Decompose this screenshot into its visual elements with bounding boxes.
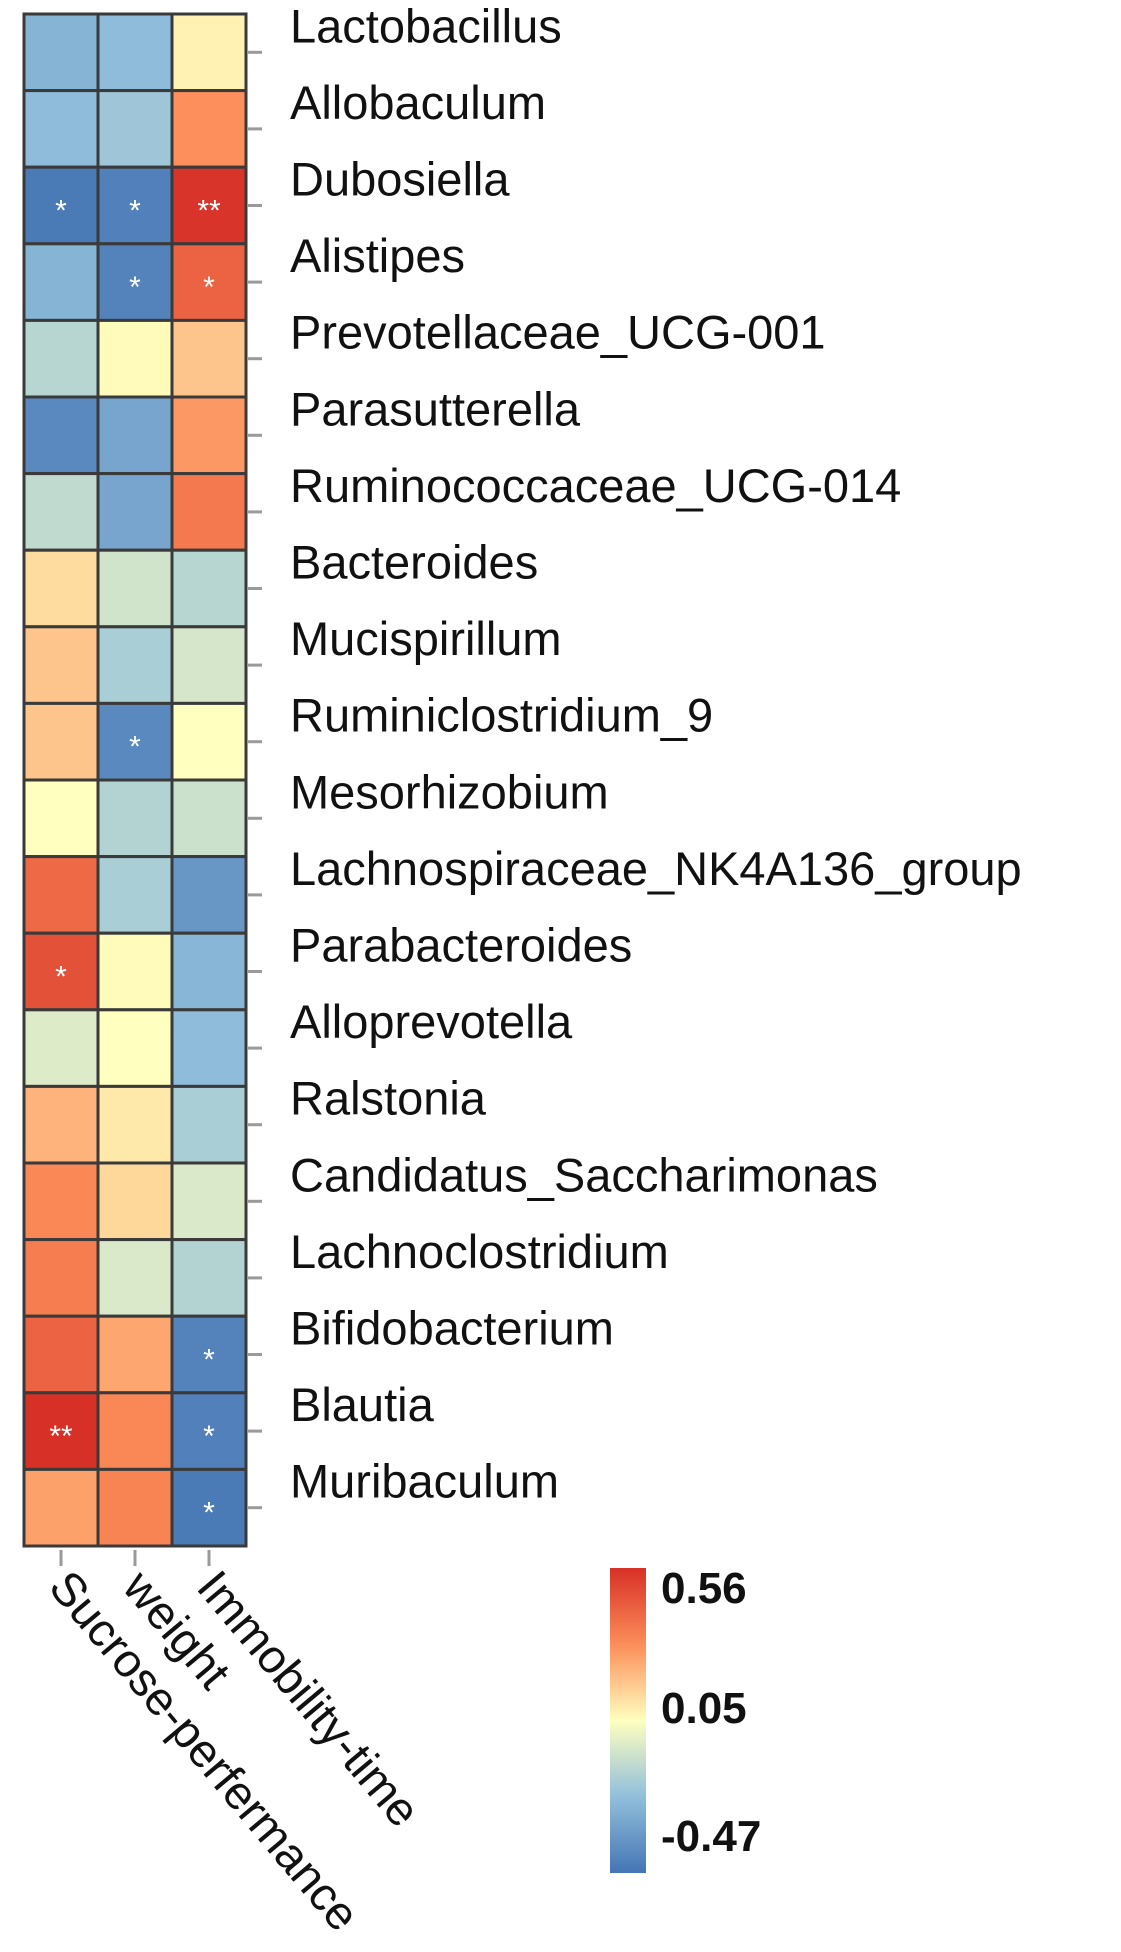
row-label: Bacteroides [290,536,538,589]
heatmap-cell [22,548,100,629]
heatmap-cell [170,1084,248,1165]
heatmap-cell [96,318,174,399]
significance-marker: * [203,1344,215,1377]
row-ticks [248,50,262,1510]
heatmap-cell [22,395,100,476]
heatmap-cell [22,855,100,935]
significance-marker: * [203,1497,215,1530]
row-label: Candidatus_Saccharimonas [290,1148,878,1201]
row-label: Prevotellaceae_UCG-001 [290,306,826,359]
heatmap-cell [22,89,100,169]
row-label: Ralstonia [290,1072,487,1125]
row-label: Mesorhizobium [290,765,609,818]
heatmap-cell [22,1314,100,1395]
column-ticks [59,1550,211,1566]
legend-tick-max: 0.56 [661,1564,747,1613]
heatmap-cell [22,318,100,399]
significance-marker: * [129,195,141,228]
heatmap-cell [96,855,174,935]
row-labels: Lactobacillus Allobaculum Dubosiella Alisti… [290,0,1022,1508]
heatmap-cell [96,625,174,705]
significance-marker: * [55,195,67,228]
heatmap-cell [170,89,248,169]
heatmap-cell [22,1084,100,1165]
row-label: Mucispirillum [290,612,562,665]
heatmap-cell [96,12,174,93]
heatmap-cell [22,1238,100,1318]
row-label: Bifidobacterium [290,1302,614,1355]
heatmap-cell [22,242,100,322]
row-label: Lachnoclostridium [290,1225,669,1278]
row-label: Allobaculum [290,76,546,129]
heatmap-cell [96,1008,174,1088]
heatmap-cell [170,472,248,552]
heatmap-cell [170,395,248,476]
color-legend: 0.56 0.05 -0.47 [610,1564,761,1873]
heatmap-cell [170,318,248,399]
heatmap-cell [96,1467,174,1548]
significance-marker: * [129,271,141,304]
heatmap-cell [96,89,174,169]
heatmap-cell [22,1467,100,1548]
row-label: Lachnospiraceae_NK4A136_group [290,842,1022,895]
heatmap-cell [22,1161,100,1242]
heatmap-cell [170,548,248,629]
row-label: Dubosiella [290,153,510,206]
heatmap-cell [170,625,248,705]
heatmap-cell [22,778,100,859]
row-label: Lactobacillus [290,0,562,52]
heatmap-cell [170,1161,248,1242]
heatmap-cell [170,12,248,93]
row-label: Alloprevotella [290,995,573,1048]
heatmap-cell [22,12,100,93]
heatmap-cell [96,1314,174,1395]
heatmap-cell [170,701,248,782]
significance-marker: ** [49,1420,73,1453]
heatmap-cell [170,855,248,935]
heatmap-cell [22,1008,100,1088]
heatmap-cell [96,548,174,629]
heatmap-cell [170,1238,248,1318]
row-label: Alistipes [290,229,465,282]
heatmap-cell [96,931,174,1012]
legend-tick-mid: 0.05 [661,1684,747,1733]
row-label: Blautia [290,1378,435,1431]
heatmap-cells [22,12,248,1548]
row-label: Parabacteroides [290,919,632,972]
heatmap-cell [170,1314,248,1395]
legend-tick-min: -0.47 [661,1812,761,1861]
heatmap-cell [96,701,174,782]
color-legend-bar [610,1568,646,1873]
significance-marker: * [203,1420,215,1453]
heatmap-cell [96,1238,174,1318]
heatmap-cell [96,1391,174,1471]
row-label: Ruminiclostridium_9 [290,689,713,742]
significance-marker: * [129,731,141,764]
row-label: Parasutterella [290,382,581,435]
heatmap-cell [96,472,174,552]
heatmap-cell [22,701,100,782]
heatmap-cell [170,931,248,1012]
significance-marker: * [55,961,67,994]
significance-markers: * * *** ****** ** [49,195,221,1530]
heatmap-cell [170,1008,248,1088]
heatmap-cell [22,625,100,705]
heatmap-cell [96,395,174,476]
heatmap-cell [170,1467,248,1548]
heatmap-cell [96,1161,174,1242]
heatmap-cell [22,472,100,552]
significance-marker: ** [197,195,221,228]
heatmap-cell [96,1084,174,1165]
row-label: Ruminococcaceae_UCG-014 [290,459,901,512]
heatmap-cell [96,778,174,859]
row-label: Muribaculum [290,1455,559,1508]
heatmap-cell [170,1391,248,1471]
significance-marker: * [203,271,215,304]
heatmap-cell [170,778,248,859]
